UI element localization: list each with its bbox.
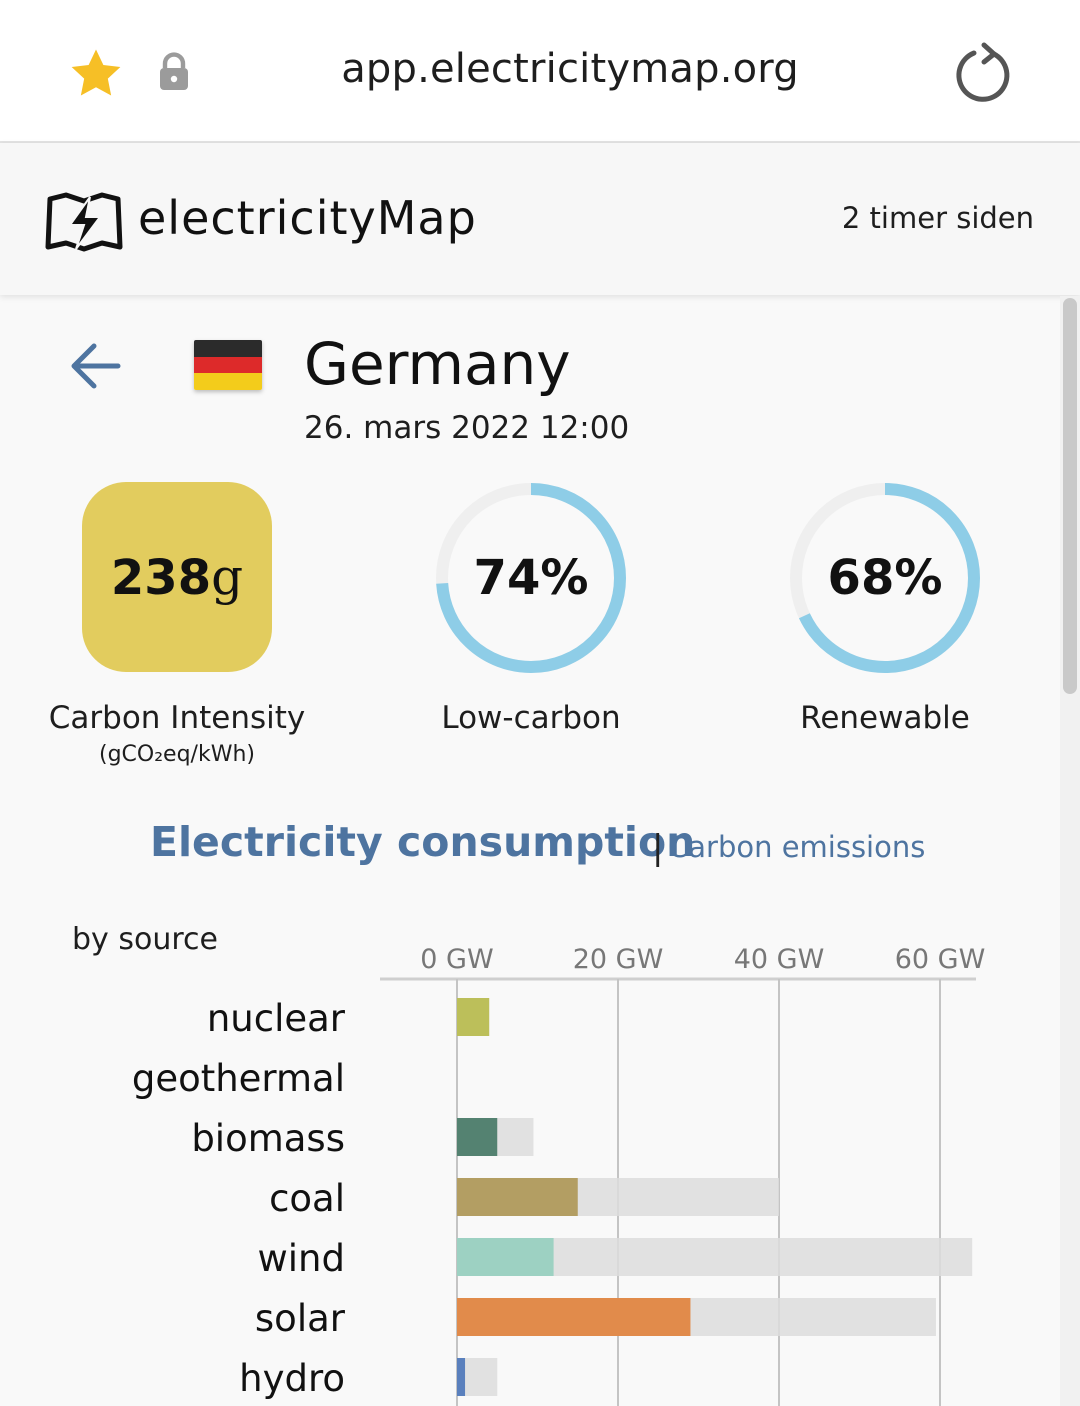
low-carbon-value: 74% <box>473 550 589 606</box>
category-label-nuclear: nuclear <box>207 997 346 1040</box>
carbon-intensity-value: 238g <box>110 548 244 606</box>
scrollbar-thumb[interactable] <box>1063 298 1077 694</box>
country-flag <box>194 340 262 390</box>
reload-icon[interactable] <box>950 42 1016 108</box>
last-updated-text: 2 timer siden <box>841 201 1034 235</box>
app-logo-text[interactable]: electricityMap <box>138 191 477 245</box>
renewable-gauge <box>790 483 980 673</box>
category-label-hydro: hydro <box>239 1357 345 1400</box>
back-arrow-icon[interactable] <box>66 336 126 396</box>
country-name: Germany <box>304 330 571 398</box>
bar-nuclear[interactable] <box>457 998 490 1036</box>
consumption-by-source-chart: 0 GW 20 GW 40 GW 60 GW nuclear geothermal biom… <box>132 944 986 1406</box>
low-carbon-gauge <box>436 483 626 673</box>
app-header: electricityMap 2 timer siden <box>0 143 1080 295</box>
chart-tick-label: 60 GW <box>895 944 986 975</box>
carbon-intensity-badge: 238g <box>82 482 272 672</box>
flag-stripe-gold <box>194 373 262 390</box>
renewable-label: Renewable <box>800 700 970 736</box>
category-label-coal: coal <box>269 1177 345 1220</box>
low-carbon-label: Low-carbon <box>441 700 621 736</box>
star-icon[interactable] <box>66 44 126 104</box>
tab-electricity-consumption[interactable]: Electricity consumption <box>150 818 696 866</box>
flag-stripe-black <box>194 340 262 357</box>
carbon-intensity-label: Carbon Intensity <box>48 700 306 736</box>
chart-title: by source <box>72 922 218 957</box>
bar-solar[interactable] <box>457 1298 691 1336</box>
category-label-biomass: biomass <box>191 1117 345 1160</box>
flag-stripe-red <box>194 356 262 374</box>
url-field[interactable]: app.electricitymap.org <box>341 46 799 92</box>
tab-carbon-emissions[interactable]: Carbon emissions <box>668 830 926 864</box>
carbon-intensity-unit-label: (gCO₂eq/kWh) <box>99 742 255 767</box>
map-bolt-logo-icon[interactable] <box>44 191 124 253</box>
bar-hydro[interactable] <box>457 1358 466 1396</box>
category-label-wind: wind <box>258 1237 345 1280</box>
low-carbon-gauge-arc <box>436 483 626 673</box>
chart-tick-label: 0 GW <box>420 944 493 975</box>
chart-tick-label: 40 GW <box>734 944 825 975</box>
bar-coal[interactable] <box>457 1178 578 1216</box>
bar-biomass[interactable] <box>457 1118 498 1156</box>
carbon-intensity-unit: g <box>211 548 244 606</box>
renewable-gauge-arc <box>790 483 980 673</box>
bar-wind[interactable] <box>457 1238 554 1276</box>
browser-address-bar: app.electricitymap.org <box>0 0 1080 143</box>
renewable-value: 68% <box>827 550 943 606</box>
tab-separator: | <box>652 828 664 868</box>
category-label-solar: solar <box>255 1297 346 1340</box>
chart-tick-label: 20 GW <box>573 944 664 975</box>
category-label-geothermal: geothermal <box>132 1057 345 1100</box>
lock-icon[interactable] <box>156 52 192 92</box>
datetime-label: 26. mars 2022 12:00 <box>304 410 630 446</box>
